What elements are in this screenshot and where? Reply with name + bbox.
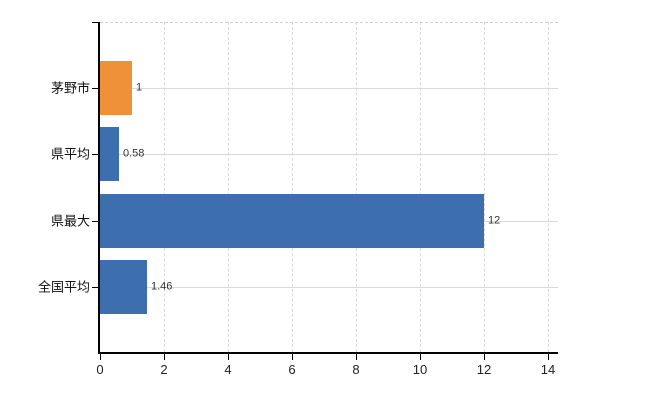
bar-県最大 xyxy=(100,194,484,248)
bar-県平均 xyxy=(100,127,119,181)
x-axis-tick xyxy=(228,354,229,360)
x-tick-label: 4 xyxy=(224,362,232,377)
vertical-gridline xyxy=(420,22,421,352)
vertical-gridline xyxy=(292,22,293,352)
x-axis-tick xyxy=(292,354,293,360)
x-tick-label: 14 xyxy=(540,362,556,377)
value-label: 0.58 xyxy=(123,147,145,160)
category-tick xyxy=(92,88,99,89)
x-axis-line xyxy=(98,352,558,354)
x-axis-tick xyxy=(164,354,165,360)
category-label: 県最大 xyxy=(50,213,90,229)
vertical-gridline xyxy=(484,22,485,352)
x-tick-label: 10 xyxy=(412,362,428,377)
vertical-gridline xyxy=(548,22,549,352)
x-axis-tick xyxy=(356,354,357,360)
x-axis-tick xyxy=(420,354,421,360)
x-tick-label: 8 xyxy=(352,362,360,377)
x-axis-tick xyxy=(100,354,101,360)
value-label: 12 xyxy=(488,214,501,227)
vertical-gridline xyxy=(228,22,229,352)
x-tick-label: 2 xyxy=(160,362,168,377)
category-label: 県平均 xyxy=(50,146,90,162)
horizontal-gridline xyxy=(100,154,558,155)
category-tick xyxy=(92,221,99,222)
y-axis-top-tick xyxy=(92,22,99,23)
bar-茅野市 xyxy=(100,61,132,115)
category-label: 茅野市 xyxy=(50,80,90,96)
y-axis-line xyxy=(98,22,100,354)
vertical-gridline xyxy=(164,22,165,352)
horizontal-gridline xyxy=(100,287,558,288)
category-label: 全国平均 xyxy=(37,279,90,295)
value-label: 1 xyxy=(136,81,143,94)
category-tick xyxy=(92,154,99,155)
category-tick xyxy=(92,287,99,288)
x-axis-tick xyxy=(548,354,549,360)
horizontal-gridline xyxy=(100,88,558,89)
plot-top-border xyxy=(100,22,558,23)
x-tick-label: 0 xyxy=(96,362,104,377)
x-axis-tick xyxy=(484,354,485,360)
vertical-gridline xyxy=(356,22,357,352)
x-tick-label: 12 xyxy=(476,362,492,377)
value-label: 1.46 xyxy=(151,280,173,293)
x-tick-label: 6 xyxy=(288,362,296,377)
bar-全国平均 xyxy=(100,260,147,314)
